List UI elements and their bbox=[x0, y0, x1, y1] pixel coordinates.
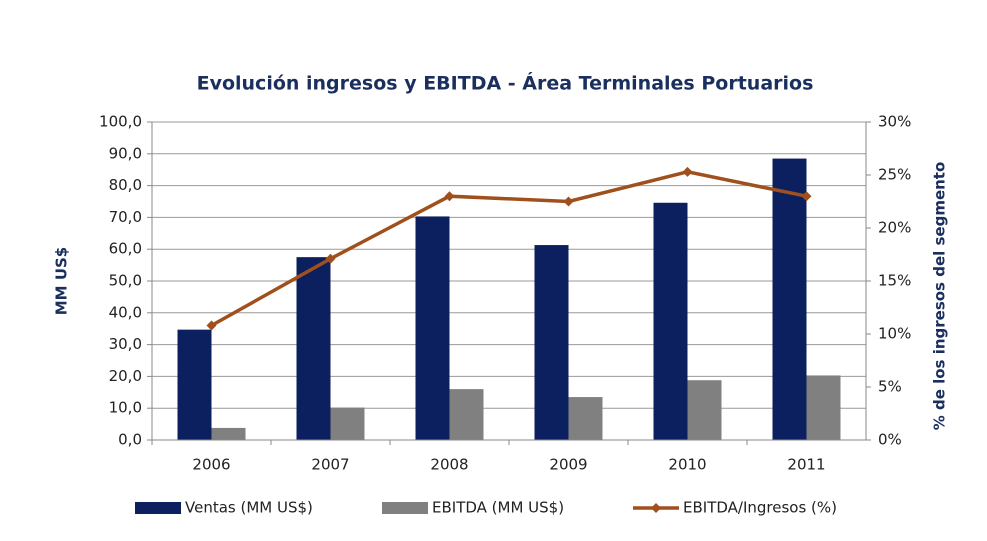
y-tick-label: 90,0 bbox=[109, 144, 142, 162]
y-tick-label: 20,0 bbox=[109, 367, 142, 385]
y-tick-label: 100,0 bbox=[99, 113, 142, 131]
line-marker bbox=[801, 191, 812, 202]
x-tick-label: 2008 bbox=[430, 456, 468, 474]
line-marker bbox=[682, 166, 693, 177]
y2-tick-label: 25% bbox=[878, 166, 911, 184]
legend-marker bbox=[651, 503, 661, 513]
bar bbox=[330, 407, 365, 440]
line-marker bbox=[563, 196, 574, 207]
y-tick-label: 0,0 bbox=[118, 431, 142, 449]
y-tick-label: 80,0 bbox=[109, 176, 142, 194]
bar bbox=[211, 427, 246, 440]
y-tick-label: 40,0 bbox=[109, 303, 142, 321]
x-tick-label: 2006 bbox=[192, 456, 230, 474]
y-tick-label: 50,0 bbox=[109, 272, 142, 290]
legend-swatch bbox=[135, 502, 181, 514]
y2-tick-label: 20% bbox=[878, 219, 911, 237]
line-marker bbox=[325, 253, 336, 264]
chart-title: Evolución ingresos y EBITDA - Área Termi… bbox=[197, 72, 814, 95]
bar bbox=[687, 380, 722, 440]
y-tick-label: 10,0 bbox=[109, 399, 142, 417]
legend-label: Ventas (MM US$) bbox=[185, 499, 313, 517]
y-tick-label: 30,0 bbox=[109, 335, 142, 353]
y-axis-label: MM US$ bbox=[53, 247, 71, 316]
legend-swatch bbox=[382, 502, 428, 514]
line bbox=[210, 170, 807, 328]
y2-tick-label: 0% bbox=[878, 431, 902, 449]
line-marker bbox=[444, 191, 455, 202]
y2-tick-label: 15% bbox=[878, 272, 911, 290]
y-tick-label: 60,0 bbox=[109, 240, 142, 258]
bar bbox=[568, 397, 603, 440]
bar bbox=[449, 389, 484, 440]
x-tick-label: 2007 bbox=[311, 456, 349, 474]
bar bbox=[772, 158, 807, 440]
y2-tick-label: 10% bbox=[878, 325, 911, 343]
x-tick-label: 2009 bbox=[549, 456, 587, 474]
bar bbox=[653, 202, 688, 440]
x-tick-label: 2010 bbox=[668, 456, 706, 474]
bar bbox=[415, 216, 450, 440]
y2-tick-label: 30% bbox=[878, 113, 911, 131]
legend-label: EBITDA (MM US$) bbox=[432, 499, 564, 517]
bar bbox=[177, 329, 212, 440]
line-marker bbox=[206, 320, 217, 331]
bar bbox=[534, 245, 569, 440]
bar bbox=[806, 375, 841, 440]
y-tick-label: 70,0 bbox=[109, 208, 142, 226]
x-tick-label: 2011 bbox=[787, 456, 825, 474]
legend-label: EBITDA/Ingresos (%) bbox=[683, 499, 837, 517]
y2-tick-label: 5% bbox=[878, 378, 902, 396]
y2-axis-label: % de los ingresos del segmento bbox=[931, 162, 949, 431]
bar bbox=[296, 257, 331, 440]
